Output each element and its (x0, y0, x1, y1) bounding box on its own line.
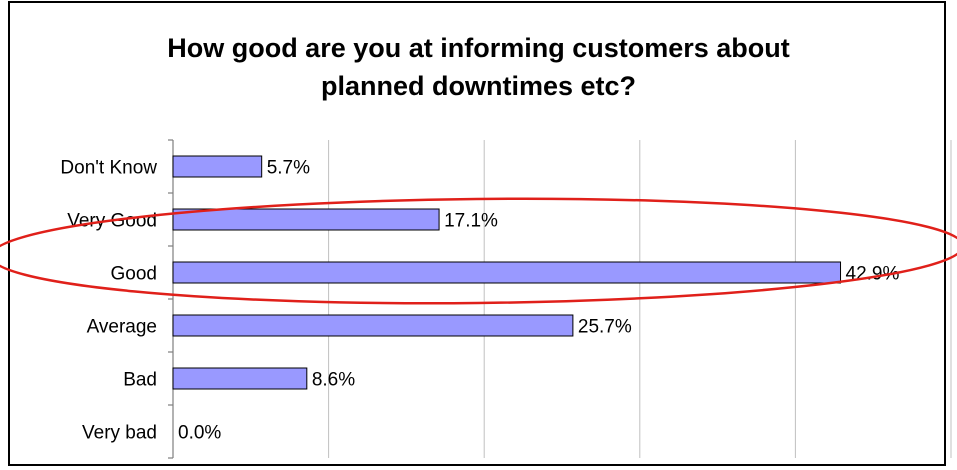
highlight-ellipse (0, 197, 957, 305)
chart-title-line-2: planned downtimes etc? (320, 71, 637, 101)
bar-1 (172, 208, 440, 231)
chart-title-line-1: How good are you at informing customers … (167, 33, 790, 63)
data-label-0: 5.7% (267, 158, 310, 179)
data-label-4: 8.6% (312, 370, 355, 391)
category-label-5: Very bad (82, 423, 157, 444)
bars (172, 155, 842, 390)
data-labels: 5.7%17.1%42.9%25.7%8.6%0.0% (178, 158, 900, 444)
chart-frame (8, 1, 946, 466)
category-label-0: Don't Know (60, 158, 157, 179)
bar-3 (172, 314, 574, 337)
y-axis (168, 139, 174, 459)
data-label-1: 17.1% (444, 211, 498, 232)
bar-2 (172, 261, 842, 284)
category-label-2: Good (111, 264, 157, 285)
bar-0 (172, 155, 263, 178)
data-label-5: 0.0% (178, 423, 221, 444)
category-label-3: Average (87, 317, 157, 338)
data-label-3: 25.7% (578, 317, 632, 338)
category-label-4: Bad (123, 370, 157, 391)
bar-4 (172, 367, 308, 390)
annotations (0, 197, 957, 305)
chart-title: How good are you at informing customers … (0, 29, 957, 105)
